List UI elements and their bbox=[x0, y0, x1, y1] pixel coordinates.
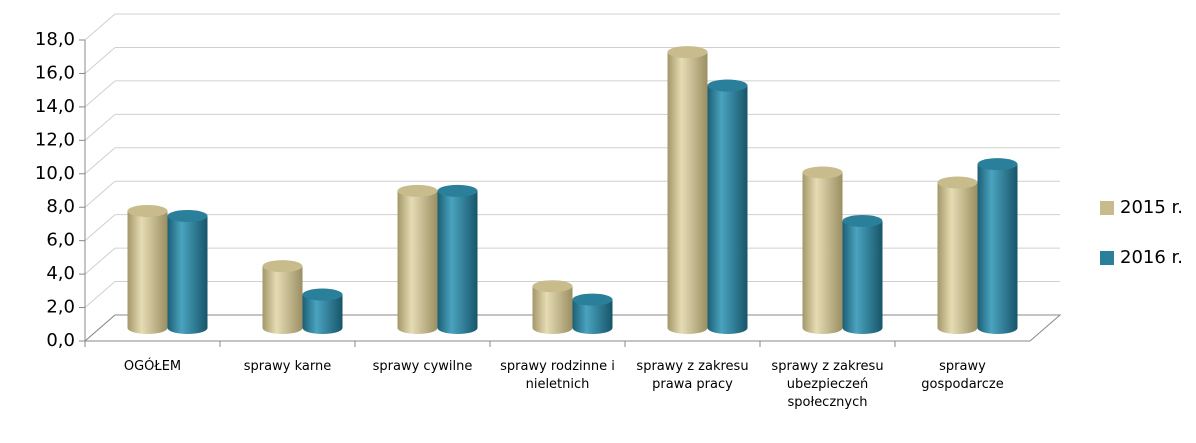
y-tick-label: 14,0 bbox=[35, 96, 75, 117]
y-tick-label: 2,0 bbox=[46, 297, 75, 318]
bar-top bbox=[437, 184, 478, 197]
bar-top bbox=[532, 280, 573, 293]
legend-label: 2015 r. bbox=[1120, 197, 1183, 218]
bar bbox=[302, 294, 343, 334]
x-tick-label: sprawy karne bbox=[243, 359, 332, 374]
x-tick-label: sprawy z zakresu prawa pracy bbox=[636, 359, 749, 392]
y-tick-label: 16,0 bbox=[35, 62, 75, 83]
y-tick-label: 4,0 bbox=[46, 263, 75, 284]
floor bbox=[83, 314, 1062, 342]
bar bbox=[437, 190, 478, 334]
x-tick-label: sprawy z zakresu ubezpieczeń społecznych bbox=[771, 359, 884, 410]
y-tick-label: 6,0 bbox=[46, 230, 75, 251]
x-tick-label: OGÓŁEM bbox=[123, 359, 182, 374]
bar bbox=[842, 220, 883, 334]
bar bbox=[397, 190, 438, 334]
grid-line-side bbox=[84, 13, 116, 41]
bar-top bbox=[977, 158, 1018, 171]
bar-top bbox=[127, 204, 168, 217]
grid-line-side bbox=[84, 113, 116, 141]
bar-top bbox=[167, 209, 208, 222]
grid-line-side bbox=[84, 281, 116, 308]
y-tick-label: 10,0 bbox=[35, 163, 75, 184]
bar bbox=[937, 182, 978, 334]
bar-top bbox=[802, 166, 843, 179]
grid-line-side bbox=[84, 80, 116, 108]
y-tick-label: 18,0 bbox=[35, 29, 75, 50]
bar-top bbox=[667, 46, 708, 59]
bar-top bbox=[302, 288, 343, 301]
bar bbox=[262, 266, 303, 334]
y-tick-label: 0,0 bbox=[46, 330, 75, 351]
grid-line-side bbox=[84, 47, 116, 74]
grid-line-side bbox=[84, 214, 116, 242]
legend-swatch bbox=[1100, 201, 1114, 215]
x-tick-label: sprawy cywilne bbox=[372, 359, 473, 374]
bar-top bbox=[842, 214, 883, 227]
bar-top bbox=[262, 260, 303, 273]
bar bbox=[667, 52, 708, 334]
bar-top bbox=[397, 184, 438, 197]
bar-top bbox=[572, 293, 613, 306]
x-tick-label: sprawy gospodarcze bbox=[921, 359, 1004, 392]
x-tick-label: sprawy rodzinne i nieletnich bbox=[500, 359, 615, 392]
bar-top bbox=[707, 79, 748, 92]
legend-label: 2016 r. bbox=[1120, 247, 1183, 268]
bar bbox=[127, 210, 168, 334]
grid-line-side bbox=[84, 180, 116, 208]
bar bbox=[532, 286, 573, 334]
grid-line-side bbox=[84, 247, 116, 275]
legend-swatch bbox=[1100, 251, 1114, 265]
grid-line-side bbox=[84, 147, 116, 175]
y-tick-label: 8,0 bbox=[46, 196, 75, 217]
bar bbox=[802, 172, 843, 334]
bar bbox=[707, 85, 748, 335]
bar bbox=[977, 164, 1018, 334]
y-tick-label: 12,0 bbox=[35, 129, 75, 150]
bar bbox=[572, 299, 613, 334]
bar bbox=[167, 215, 208, 334]
bar-top bbox=[937, 176, 978, 189]
